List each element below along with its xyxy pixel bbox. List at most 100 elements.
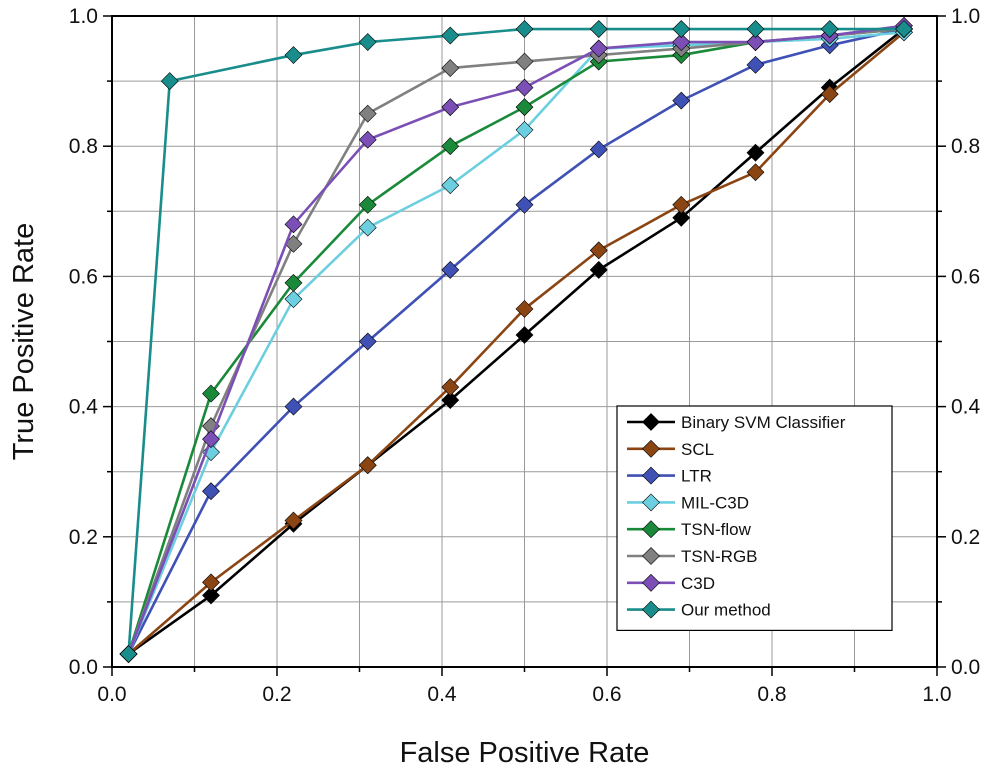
legend-label: SCL [681, 440, 714, 459]
data-point [284, 273, 303, 292]
data-point [284, 290, 303, 309]
data-point [202, 384, 220, 403]
data-point [202, 482, 220, 501]
legend-swatch-marker [642, 466, 660, 485]
data-point [441, 176, 460, 195]
legend-swatch-marker [642, 547, 660, 565]
legend-item: TSN-flow [627, 520, 752, 539]
legend-label: C3D [681, 574, 715, 593]
y-tick-label-right: 1.0 [951, 5, 980, 28]
data-point [672, 33, 691, 51]
data-point [515, 121, 534, 139]
legend-label: TSN-flow [681, 520, 752, 539]
series-our-method [119, 20, 913, 663]
data-point [515, 195, 534, 214]
legend-label: Binary SVM Classifier [681, 413, 846, 432]
y-axis-title: True Positive Rate [8, 223, 40, 460]
y-tick-label-right: 0.6 [951, 265, 980, 288]
y-tick-label-right: 0.8 [951, 135, 980, 158]
data-point [358, 104, 377, 123]
data-point [746, 143, 765, 162]
data-point [441, 137, 460, 156]
data-point [672, 20, 691, 38]
data-point [589, 241, 608, 260]
legend-swatch-marker [642, 493, 660, 512]
legend-item: LTR [627, 467, 712, 486]
series-binary-svm-classifier [119, 20, 913, 663]
legend-item: Our method [627, 601, 771, 620]
legend-swatch-marker [642, 413, 660, 431]
legend-swatch-marker [642, 573, 660, 592]
data-point [515, 20, 534, 38]
legend-swatch-marker [642, 600, 660, 619]
x-tick-label: 0.8 [757, 683, 786, 706]
data-point [358, 456, 377, 475]
legend-label: Our method [681, 601, 771, 620]
data-point [284, 511, 303, 530]
legend-label: MIL-C3D [681, 493, 749, 512]
x-tick-label: 0.6 [592, 683, 621, 706]
legend-swatch-marker [642, 520, 660, 539]
data-point [284, 397, 303, 416]
y-tick-labels-right: 0.0 0.2 0.4 0.6 0.8 1.0 [951, 5, 981, 679]
legend-label: LTR [681, 467, 712, 486]
data-point [746, 33, 765, 51]
y-tick-label-right: 0.2 [951, 526, 980, 549]
legend-item: MIL-C3D [627, 493, 749, 512]
data-point [515, 78, 534, 97]
data-point [358, 218, 377, 237]
data-point [441, 98, 460, 117]
y-tick-label-right: 0.0 [951, 656, 980, 679]
legend-item: SCL [627, 440, 714, 459]
x-tick-label: 0.4 [427, 683, 457, 706]
y-tick-label: 0.0 [69, 656, 98, 679]
series-c3d [119, 16, 913, 663]
y-tick-label: 0.4 [69, 396, 99, 419]
data-point [895, 20, 913, 38]
y-tick-label: 1.0 [69, 5, 98, 28]
data-point [589, 39, 608, 58]
data-point [202, 430, 220, 449]
x-tick-label: 0.2 [262, 683, 291, 706]
data-point [202, 586, 220, 605]
data-point [515, 300, 534, 318]
data-point [441, 391, 460, 410]
legend-label: TSN-RGB [681, 547, 758, 566]
data-point [672, 195, 691, 214]
legend-item: C3D [627, 574, 715, 593]
data-point [284, 46, 303, 64]
data-point [746, 20, 765, 38]
data-point [441, 59, 460, 78]
x-tick-labels: 0.0 0.2 0.4 0.6 0.8 1.0 [97, 683, 951, 706]
legend-box [616, 405, 893, 631]
legend: Binary SVM Classifier SCL LTR MIL-C3D TSN-fl… [616, 405, 893, 631]
data-point [358, 332, 377, 351]
data-point [441, 378, 460, 396]
data-point [589, 140, 608, 159]
data-point [160, 72, 179, 91]
data-point [589, 260, 608, 279]
data-point [589, 20, 608, 38]
data-point [746, 163, 765, 182]
x-tick-label: 1.0 [922, 683, 951, 706]
y-tick-labels: 0.0 0.2 0.4 0.6 0.8 1.0 [69, 5, 99, 679]
series-layer [119, 16, 913, 663]
x-axis-title: False Positive Rate [400, 737, 650, 769]
data-point [672, 208, 691, 227]
data-point [202, 573, 220, 592]
data-point [119, 645, 138, 663]
data-point [515, 52, 534, 71]
data-point [358, 33, 377, 51]
y-tick-label: 0.8 [69, 135, 98, 158]
legend-item: Binary SVM Classifier [627, 413, 846, 432]
data-point [515, 326, 534, 344]
y-tick-label: 0.2 [69, 526, 98, 549]
data-point [672, 91, 691, 110]
y-tick-label-right: 0.4 [951, 396, 981, 419]
legend-item: TSN-RGB [627, 547, 758, 566]
x-tick-label: 0.0 [97, 683, 126, 706]
axis-ticks [103, 15, 946, 676]
data-point [746, 55, 765, 74]
data-point [820, 85, 839, 104]
